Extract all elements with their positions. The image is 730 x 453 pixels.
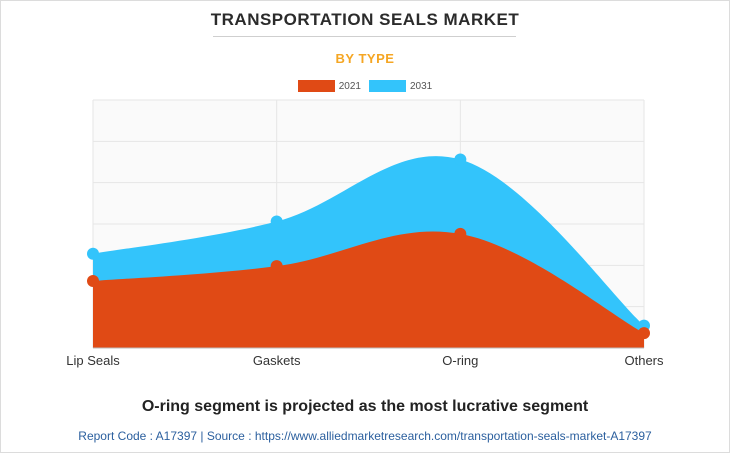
data-point-2031-o-ring xyxy=(454,153,467,166)
data-point-2031-lip-seals xyxy=(87,247,99,260)
source-line: Report Code : A17397 | Source : https://… xyxy=(78,429,652,443)
legend-swatch-2031 xyxy=(369,80,406,92)
chart-caption: O-ring segment is projected as the most … xyxy=(141,398,589,415)
x-tick-label: Others xyxy=(624,353,664,368)
title-divider xyxy=(213,36,516,37)
legend-item-2021: 2021 xyxy=(297,80,361,92)
legend-label-2021: 2021 xyxy=(338,80,361,92)
data-point-2021-o-ring xyxy=(454,227,467,240)
data-point-2021-others xyxy=(638,327,650,340)
legend-label-2031: 2031 xyxy=(410,80,433,92)
x-tick-label: O-ring xyxy=(442,353,478,368)
x-tick-label: Lip Seals xyxy=(66,353,120,368)
chart-title: TRANSPORTATION SEALS MARKET xyxy=(210,10,520,29)
chart-subtitle: BY TYPE xyxy=(335,51,395,66)
legend-swatch-2021 xyxy=(297,80,335,92)
x-tick-label: Gaskets xyxy=(253,353,301,368)
legend-item-2031: 2031 xyxy=(369,80,432,92)
legend: 2021 2031 xyxy=(0,80,730,92)
data-point-2031-gaskets xyxy=(270,215,283,228)
area-series-2021 xyxy=(93,231,644,348)
data-point-2021-gaskets xyxy=(270,260,283,273)
data-point-2021-lip-seals xyxy=(87,275,99,288)
